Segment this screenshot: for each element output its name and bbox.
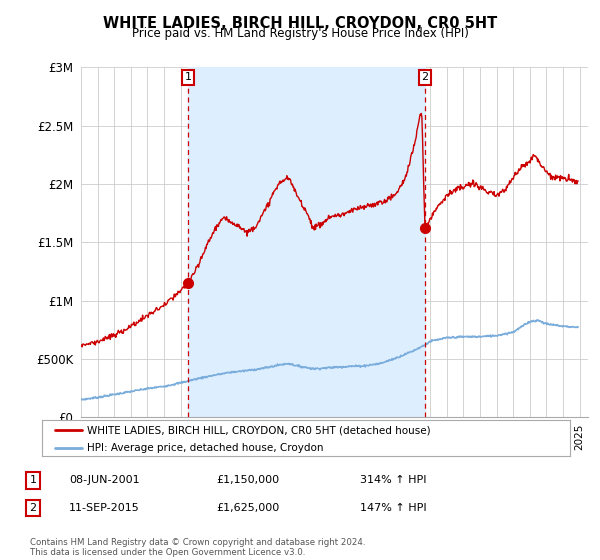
Text: £1,625,000: £1,625,000 [216, 503, 279, 513]
Text: 1: 1 [29, 475, 37, 486]
Text: 314% ↑ HPI: 314% ↑ HPI [360, 475, 427, 486]
Text: 1: 1 [185, 72, 191, 82]
Text: 11-SEP-2015: 11-SEP-2015 [69, 503, 140, 513]
Text: £1,150,000: £1,150,000 [216, 475, 279, 486]
Text: WHITE LADIES, BIRCH HILL, CROYDON, CR0 5HT: WHITE LADIES, BIRCH HILL, CROYDON, CR0 5… [103, 16, 497, 31]
Bar [188, 67, 425, 417]
Text: 08-JUN-2001: 08-JUN-2001 [69, 475, 140, 486]
Text: WHITE LADIES, BIRCH HILL, CROYDON, CR0 5HT (detached house): WHITE LADIES, BIRCH HILL, CROYDON, CR0 5… [87, 425, 431, 435]
Text: 2: 2 [29, 503, 37, 513]
Text: Price paid vs. HM Land Registry's House Price Index (HPI): Price paid vs. HM Land Registry's House … [131, 27, 469, 40]
Text: Contains HM Land Registry data © Crown copyright and database right 2024.
This d: Contains HM Land Registry data © Crown c… [30, 538, 365, 557]
Text: 2: 2 [421, 72, 428, 82]
Text: HPI: Average price, detached house, Croydon: HPI: Average price, detached house, Croy… [87, 444, 323, 454]
Text: 147% ↑ HPI: 147% ↑ HPI [360, 503, 427, 513]
